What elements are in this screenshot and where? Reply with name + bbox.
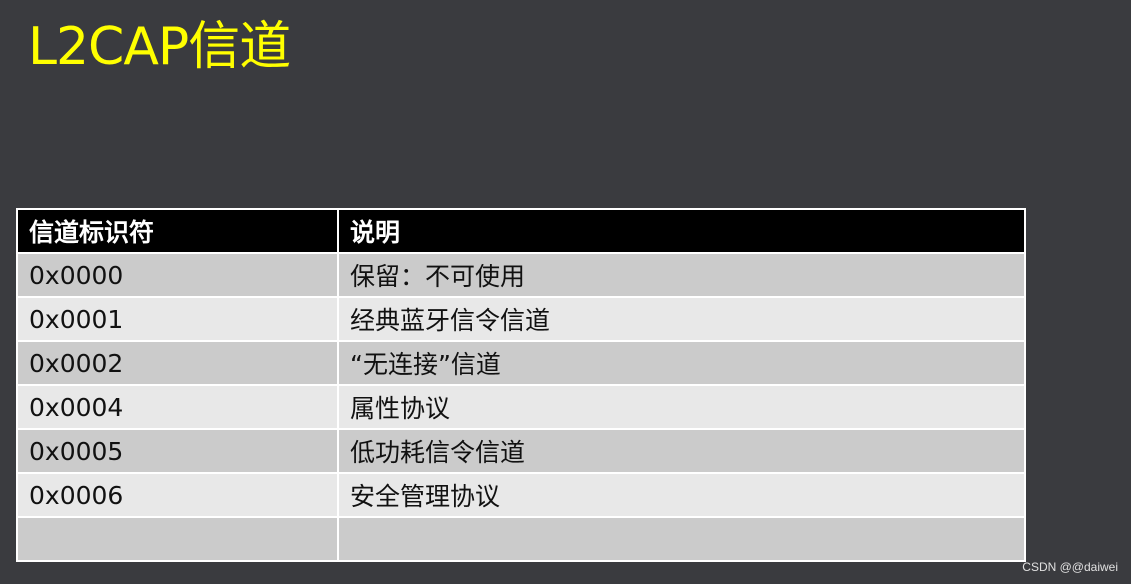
description-cell: 经典蓝牙信令信道 [337, 296, 1026, 342]
table-header-row: 信道标识符 说明 [16, 208, 1026, 254]
channel-id-cell: 0x0006 [16, 472, 339, 518]
header-channel-id: 信道标识符 [16, 208, 339, 254]
table-row: 0x0005 低功耗信令信道 [16, 428, 1026, 474]
table-row: 0x0000 保留：不可使用 [16, 252, 1026, 298]
channel-id-cell: 0x0004 [16, 384, 339, 430]
slide-title: L2CAP信道 [28, 17, 291, 77]
channel-table: 信道标识符 说明 0x0000 保留：不可使用 0x0001 经典蓝牙信令信道 0x… [16, 208, 1026, 562]
table-row: 0x0002 “无连接”信道 [16, 340, 1026, 386]
channel-id-cell: 0x0005 [16, 428, 339, 474]
description-cell: “无连接”信道 [337, 340, 1026, 386]
channel-id-cell: 0x0000 [16, 252, 339, 298]
description-cell: 低功耗信令信道 [337, 428, 1026, 474]
description-cell: 安全管理协议 [337, 472, 1026, 518]
header-description: 说明 [337, 208, 1026, 254]
watermark: CSDN @@daiwei [1022, 560, 1118, 574]
table-row: 0x0006 安全管理协议 [16, 472, 1026, 518]
table-row: 0x0001 经典蓝牙信令信道 [16, 296, 1026, 342]
channel-id-cell: 0x0001 [16, 296, 339, 342]
description-cell: 属性协议 [337, 384, 1026, 430]
description-cell: 保留：不可使用 [337, 252, 1026, 298]
table-row: 0x0004 属性协议 [16, 384, 1026, 430]
channel-id-cell [16, 516, 339, 562]
channel-id-cell: 0x0002 [16, 340, 339, 386]
table-row-empty [16, 516, 1026, 562]
description-cell [337, 516, 1026, 562]
